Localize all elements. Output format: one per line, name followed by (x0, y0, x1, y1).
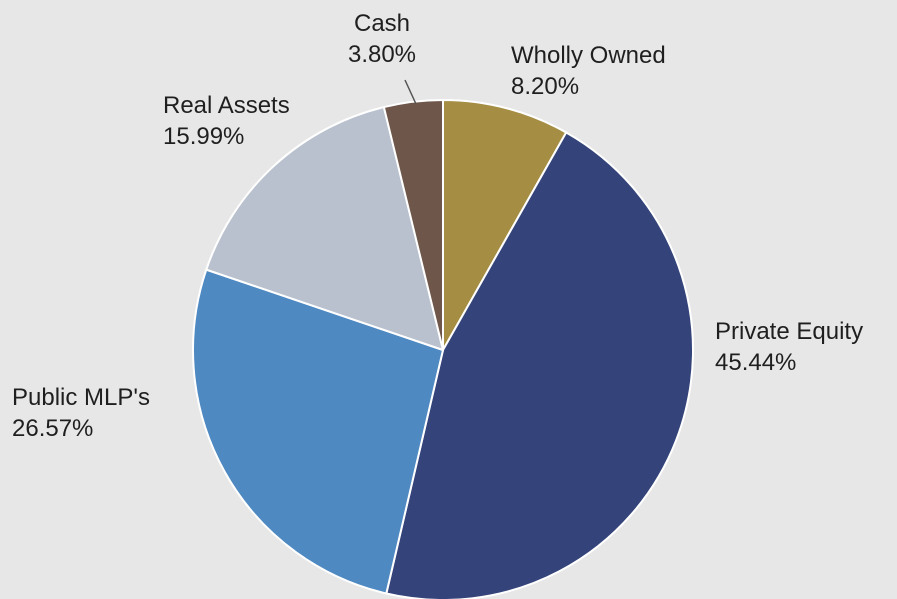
label-private-equity: Private Equity 45.44% (715, 316, 863, 378)
label-public-mlps-name: Public MLP's (12, 384, 150, 411)
label-real-assets-value: 15.99% (163, 123, 245, 150)
pie-slice-cash (382, 99, 444, 351)
label-wholly-owned: Wholly Owned 8.20% (511, 40, 666, 102)
label-wholly-owned-name: Wholly Owned (511, 42, 666, 69)
pie-slice-public-mlp-s (192, 268, 444, 595)
pie-slice-real-assets (205, 106, 444, 351)
label-private-equity-name: Private Equity (715, 318, 864, 345)
label-cash: Cash 3.80% (336, 8, 428, 70)
cash-leader-line (404, 79, 417, 105)
label-private-equity-value: 45.44% (715, 349, 797, 376)
pie-slice-private-equity (385, 131, 694, 599)
label-public-mlps-value: 26.57% (12, 415, 94, 442)
label-real-assets-name: Real Assets (163, 92, 290, 119)
label-public-mlps: Public MLP's 26.57% (12, 382, 150, 444)
label-cash-name: Cash (353, 10, 411, 37)
label-wholly-owned-value: 8.20% (511, 73, 580, 100)
label-cash-value: 3.80% (347, 41, 417, 68)
pie-slices (192, 99, 694, 599)
label-real-assets: Real Assets 15.99% (163, 90, 290, 152)
pie-slice-wholly-owned (442, 99, 568, 351)
